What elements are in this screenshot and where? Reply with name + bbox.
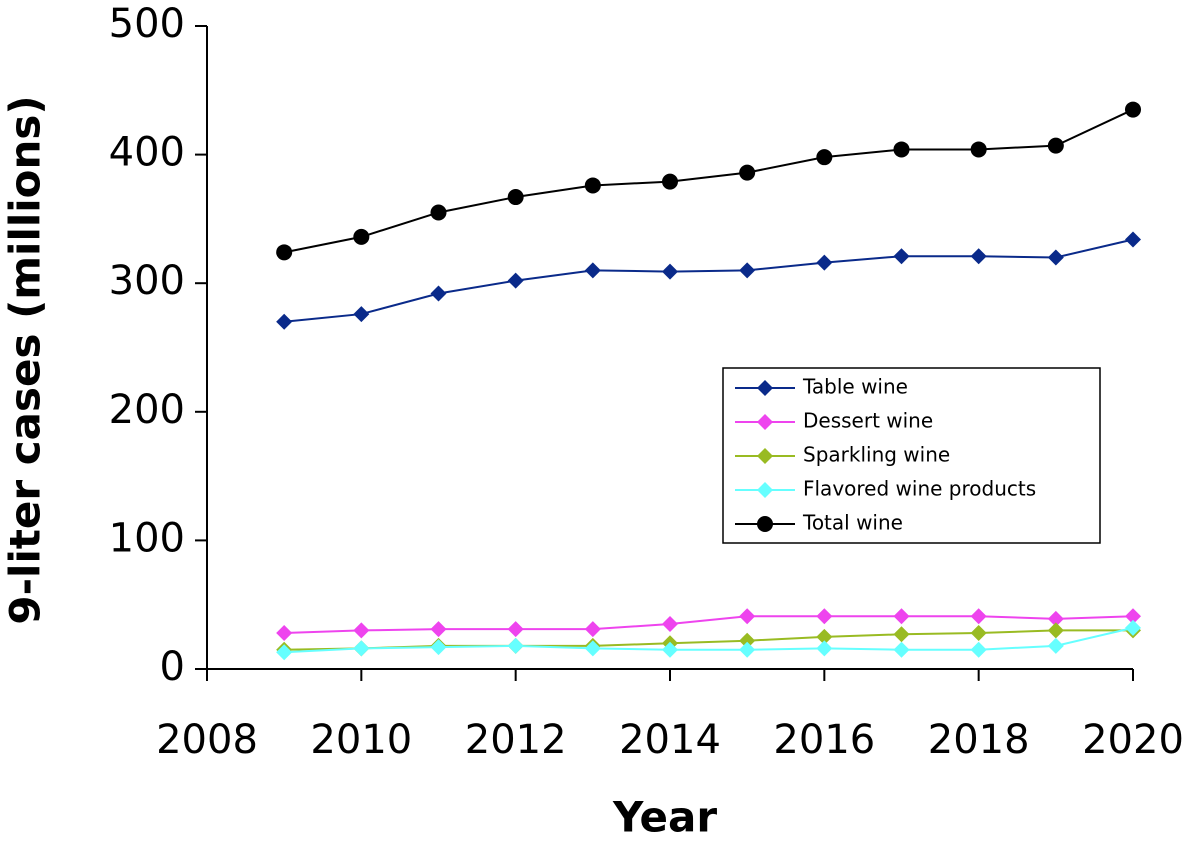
y-tick-label: 500 [109,1,185,47]
marker [353,640,370,657]
marker [1047,610,1064,627]
marker [1125,619,1141,636]
marker [507,621,524,638]
marker [276,624,293,641]
marker [970,624,987,641]
y-tick-label: 100 [109,515,185,561]
legend-label: Sparkling wine [803,443,950,467]
marker [739,262,756,279]
marker [584,177,601,194]
marker [1125,101,1141,118]
marker [430,204,447,221]
marker [353,228,370,245]
marker [893,248,910,265]
marker [757,414,773,430]
marker [1047,622,1064,639]
marker [893,608,910,625]
marker [816,640,833,657]
marker [739,641,756,658]
x-tick-label: 2020 [1082,717,1184,763]
marker [893,141,910,158]
x-tick-label: 2010 [310,717,412,763]
y-tick-label: 400 [109,130,185,176]
marker [276,244,293,261]
marker [507,637,524,654]
marker [662,173,678,190]
legend-label: Dessert wine [803,409,933,433]
marker [353,306,370,323]
marker [353,622,370,639]
marker [276,644,293,661]
marker [757,380,773,396]
marker [1047,137,1064,154]
y-tick-label: 0 [160,644,185,690]
marker [757,448,773,464]
marker [739,632,756,649]
marker [276,313,293,330]
marker [757,516,773,532]
marker [430,285,447,302]
marker [893,641,910,658]
series-line [284,238,1134,323]
y-tick-label: 300 [109,258,185,304]
legend-label: Total wine [802,511,903,535]
legend: Table wine Dessert wine Sparkling wine Flav… [722,367,1101,544]
x-tick-label: 2014 [619,717,721,763]
x-axis-title: Year [612,793,717,842]
marker [1125,608,1141,625]
marker [816,254,833,271]
marker [430,639,447,656]
legend-label: Table wine [802,375,908,399]
marker [1047,249,1064,266]
marker [1125,231,1141,248]
legend-label: Flavored wine products [803,477,1036,501]
marker [507,272,524,289]
x-tick-label: 2016 [773,717,875,763]
y-axis-title: 9-liter cases (millions) [1,95,50,624]
marker [970,248,987,265]
x-tick-label: 2008 [156,717,258,763]
marker [739,608,756,625]
x-tick-label: 2012 [465,717,567,763]
marker [662,615,678,632]
marker [507,189,524,206]
series-line [283,108,1134,254]
marker [970,641,987,658]
marker [739,164,756,181]
marker [816,628,833,645]
series-line [284,629,1133,651]
marker [584,621,601,638]
marker [893,626,910,643]
marker [757,482,773,498]
marker [816,608,833,625]
marker [662,263,678,280]
marker [970,141,987,158]
marker [970,608,987,625]
series-line [284,626,1134,654]
marker [584,262,601,279]
marker [662,641,678,658]
marker [816,149,833,166]
marker [584,640,601,657]
y-tick-label: 200 [109,387,185,433]
marker [1047,637,1064,654]
series-line [284,615,1134,634]
marker [430,621,447,638]
x-tick-label: 2018 [928,717,1030,763]
